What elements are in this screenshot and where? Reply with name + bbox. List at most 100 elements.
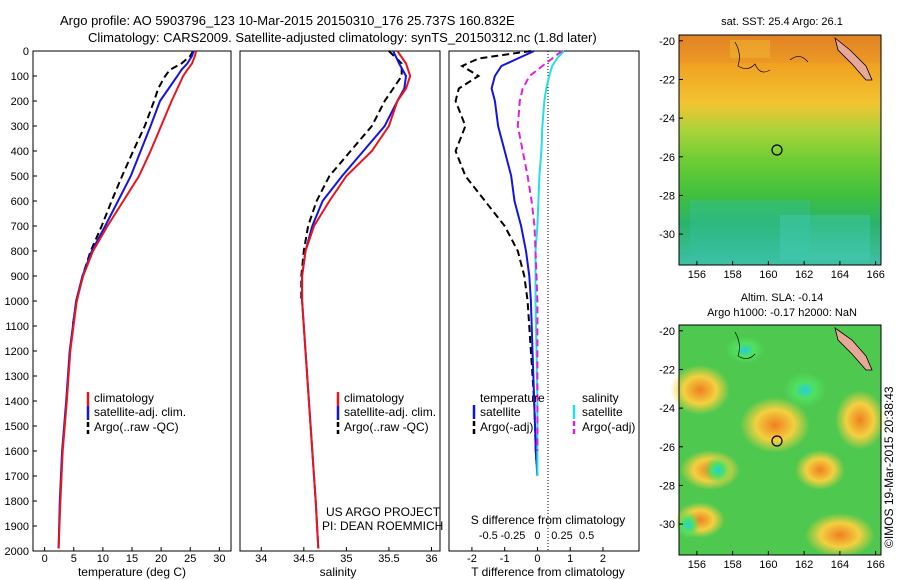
legend-satellite-2: satellite-adj. clim.: [344, 405, 436, 419]
lon-tick-label: 164: [831, 559, 849, 571]
depth-tick-label: 1500: [5, 421, 29, 433]
series-line: [454, 50, 539, 477]
lon-tick-label: 158: [723, 269, 741, 281]
legend-temperature-heading: temperature: [480, 391, 545, 405]
x-tick-label: 15: [126, 553, 138, 565]
sla-map: Altim. SLA: -0.14 Argo h1000: -0.17 h200…: [659, 292, 885, 571]
depth-tick-label: 700: [11, 221, 29, 233]
series-line: [534, 50, 565, 476]
s-tick-label: 0.25: [551, 530, 572, 542]
series-line: [71, 50, 194, 327]
series-line: [516, 50, 563, 451]
lat-tick-label: -30: [659, 519, 675, 531]
depth-tick-label: 1900: [5, 521, 29, 533]
x-tick-label: 34: [255, 553, 267, 565]
lat-tick-label: -24: [659, 403, 675, 415]
legend-satellite: satellite-adj. clim.: [94, 405, 186, 419]
depth-tick-label: 1100: [5, 321, 29, 333]
x-tick-label: 2: [600, 553, 606, 565]
depth-tick-label: 200: [11, 96, 29, 108]
series-line: [300, 50, 403, 301]
pi-credit: PI: DEAN ROEMMICH: [322, 519, 443, 533]
x-tick-label: 10: [97, 553, 109, 565]
sla-map-title-2: Argo h1000: -0.17 h2000: NaN: [707, 307, 857, 319]
depth-tick-label: 1200: [5, 346, 29, 358]
lat-tick-label: -22: [659, 364, 675, 376]
lat-tick-label: -28: [659, 190, 675, 202]
x-tick-label: 1: [567, 553, 573, 565]
difference-panel: -2 -1 0 1 2 -0.5 -0.25 0 0.25 0.5 temperature sal…: [448, 50, 640, 579]
legend-t-satellite: satellite: [480, 405, 521, 419]
depth-tick-label: 900: [11, 271, 29, 283]
header-line-2: Climatology: CARS2009. Satellite-adjuste…: [88, 30, 597, 45]
lon-tick-label: 160: [759, 559, 777, 571]
lon-tick-label: 156: [688, 269, 706, 281]
lat-tick-label: -30: [659, 229, 675, 241]
lat-tick-label: -22: [659, 74, 675, 86]
depth-tick-label: 300: [11, 121, 29, 133]
depth-tick-label: 100: [11, 71, 29, 83]
lon-tick-label: 166: [866, 559, 884, 571]
difference-legend: temperature salinity satellite Argo(-adj…: [472, 391, 635, 434]
legend-t-argo: Argo(-adj): [480, 420, 533, 434]
x-tick-label: 5: [71, 553, 77, 565]
depth-tick-label: 1300: [5, 371, 29, 383]
project-credit: US ARGO PROJECT: [326, 505, 441, 519]
depth-tick-label: 1700: [5, 471, 29, 483]
lon-tick-label: 158: [723, 559, 741, 571]
s-difference-label: S difference from climatology: [471, 513, 626, 527]
sla-map-title-1: Altim. SLA: -0.14: [741, 292, 824, 304]
legend-s-argo: Argo(-adj): [582, 420, 635, 434]
lon-tick-label: 160: [759, 269, 777, 281]
depth-tick-label: 600: [11, 196, 29, 208]
argo-location-marker: [771, 144, 783, 156]
legend-s-satellite: satellite: [582, 405, 623, 419]
x-tick-label: 25: [184, 553, 196, 565]
lon-tick-label: 162: [795, 559, 813, 571]
legend-climatology-2: climatology: [344, 391, 404, 405]
series-line: [490, 50, 539, 477]
x-tick-label: 35: [340, 553, 352, 565]
temperature-xlabel: temperature (deg C): [78, 565, 186, 579]
lat-tick-label: -28: [659, 480, 675, 492]
depth-tick-label: 1400: [5, 396, 29, 408]
depth-tick-label: 800: [11, 246, 29, 258]
depth-tick-label: 400: [11, 146, 29, 158]
s-tick-label: 0.5: [579, 530, 594, 542]
salinity-panel: 34 34.5 35 35.5 36 salinity climatology sate…: [239, 50, 443, 579]
lat-tick-label: -20: [659, 326, 675, 338]
sst-map-title: sat. SST: 25.4 Argo: 26.1: [721, 16, 843, 28]
legend-argo: Argo(..raw -QC): [94, 420, 179, 434]
legend-salinity-heading: salinity: [582, 391, 619, 405]
depth-tick-label: 1000: [5, 296, 29, 308]
salinity-legend: climatology satellite-adj. clim. Argo(..…: [336, 391, 436, 434]
x-tick-label: 36: [425, 553, 437, 565]
temperature-panel: 0100200300400500600700800900100011001200…: [5, 46, 232, 579]
s-tick-label: -0.5: [479, 530, 498, 542]
lat-tick-label: -24: [659, 113, 675, 125]
imos-credit: ©IMOS 19-Mar-2015 20:38:43: [882, 386, 896, 548]
x-tick-label: 0: [534, 553, 540, 565]
depth-tick-label: 0: [23, 46, 29, 58]
lon-tick-label: 162: [795, 269, 813, 281]
depth-tick-label: 1800: [5, 496, 29, 508]
x-tick-label: 0: [42, 553, 48, 565]
depth-tick-label: 500: [11, 171, 29, 183]
series-line: [301, 50, 412, 549]
sst-map: sat. SST: 25.4 Argo: 26.1 156 158 160 162 16…: [659, 16, 885, 281]
lon-tick-label: 164: [831, 269, 849, 281]
depth-tick-label: 2000: [5, 546, 29, 558]
lon-tick-label: 156: [688, 559, 706, 571]
s-tick-label: -0.25: [500, 530, 525, 542]
x-tick-label: 34.5: [293, 553, 314, 565]
legend-argo-2: Argo(..raw -QC): [344, 420, 429, 434]
s-tick-label: 0: [534, 530, 540, 542]
temperature-legend: climatology satellite-adj. clim. Argo(..…: [86, 391, 186, 434]
lat-tick-label: -26: [659, 442, 675, 454]
depth-tick-label: 1600: [5, 446, 29, 458]
island-shape-2: [834, 327, 873, 371]
salinity-xlabel: salinity: [320, 565, 357, 579]
x-tick-label: 30: [213, 553, 225, 565]
lon-tick-label: 166: [866, 269, 884, 281]
